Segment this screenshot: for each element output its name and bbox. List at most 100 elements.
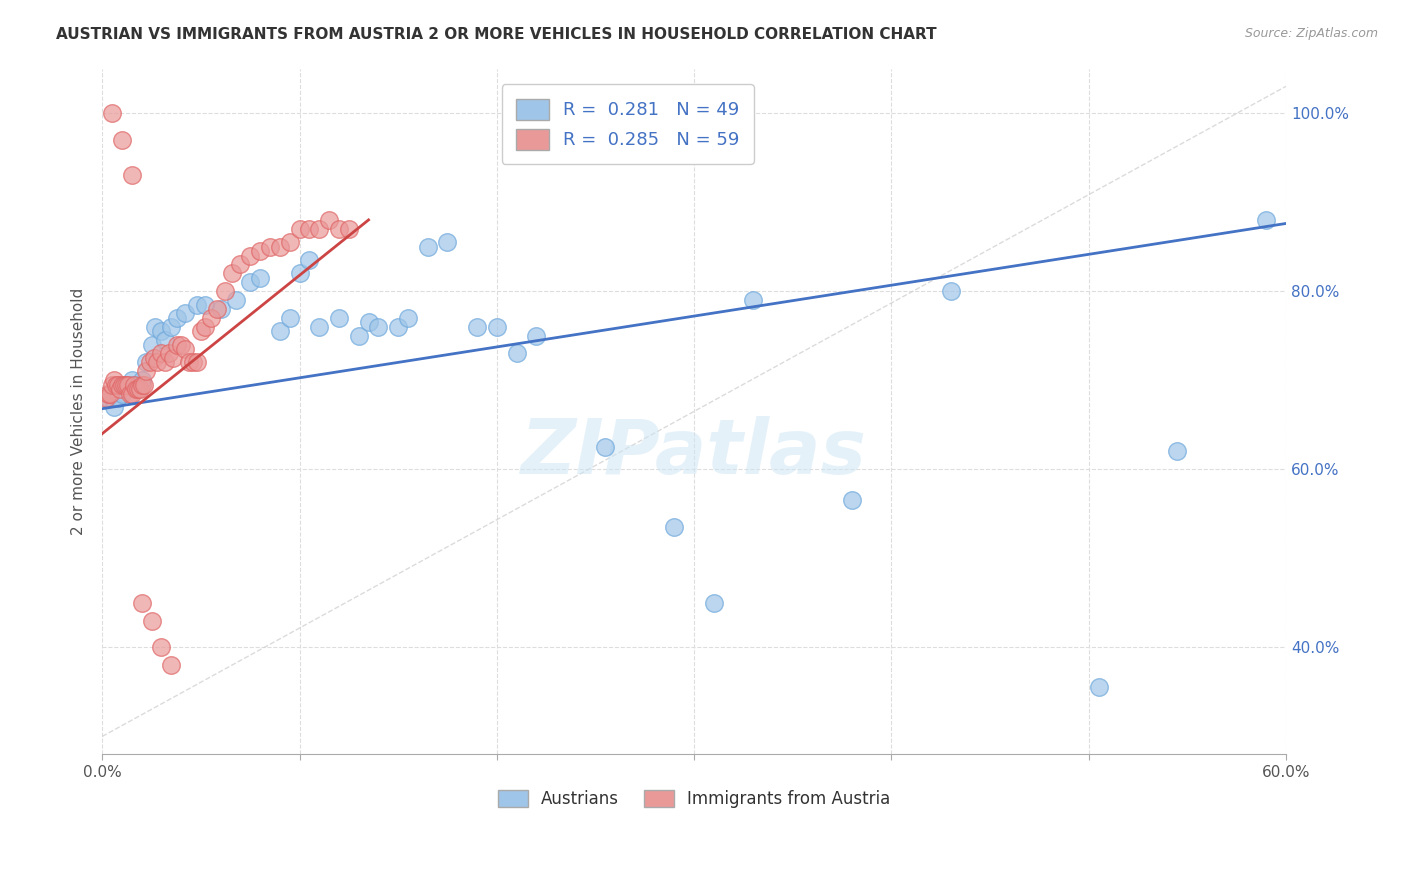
Point [205, 301, 228, 316]
Point [125, 382, 148, 396]
Point [664, 520, 686, 534]
Point [162, 351, 184, 365]
Point [1166, 444, 1188, 458]
Point [249, 270, 271, 285]
Point [107, 377, 129, 392]
Point [221, 266, 243, 280]
Point [186, 355, 208, 369]
Point [357, 315, 380, 329]
Point [278, 235, 301, 249]
Point [101, 377, 124, 392]
Text: Source: ZipAtlas.com: Source: ZipAtlas.com [1244, 27, 1378, 40]
Point [96, 391, 118, 405]
Point [1256, 213, 1278, 227]
Point [141, 337, 163, 351]
Point [194, 319, 217, 334]
Point [505, 346, 527, 360]
Point [132, 377, 155, 392]
Point [387, 319, 409, 334]
Point [703, 596, 725, 610]
Y-axis label: 2 or more Vehicles in Household: 2 or more Vehicles in Household [72, 288, 86, 535]
Point [367, 319, 389, 334]
Text: ZIPatlas: ZIPatlas [522, 416, 868, 490]
Point [97, 391, 120, 405]
Point [122, 377, 145, 392]
Point [229, 257, 252, 271]
Point [112, 377, 135, 392]
Point [166, 337, 188, 351]
Point [105, 377, 128, 392]
Point [1087, 681, 1109, 695]
Point [742, 293, 765, 307]
Point [524, 328, 547, 343]
Point [177, 355, 200, 369]
Point [117, 377, 139, 392]
Point [98, 386, 121, 401]
Point [111, 386, 134, 401]
Point [117, 377, 139, 392]
Point [465, 319, 488, 334]
Point [337, 222, 360, 236]
Point [194, 297, 217, 311]
Point [239, 275, 262, 289]
Point [115, 377, 138, 392]
Point [160, 658, 183, 673]
Point [150, 640, 173, 655]
Point [298, 252, 321, 267]
Point [127, 377, 149, 392]
Point [308, 319, 330, 334]
Point [131, 596, 153, 610]
Point [239, 248, 262, 262]
Point [416, 239, 439, 253]
Point [209, 301, 232, 316]
Point [155, 333, 177, 347]
Point [141, 614, 163, 628]
Point [347, 328, 370, 343]
Point [318, 213, 340, 227]
Point [269, 324, 291, 338]
Point [138, 355, 160, 369]
Point [485, 319, 508, 334]
Point [150, 324, 173, 338]
Point [135, 364, 157, 378]
Point [118, 386, 141, 401]
Point [166, 310, 188, 325]
Point [107, 391, 129, 405]
Point [142, 351, 165, 365]
Point [259, 239, 281, 253]
Point [111, 133, 134, 147]
Point [150, 346, 173, 360]
Point [269, 239, 291, 253]
Point [288, 266, 311, 280]
Point [595, 440, 617, 454]
Point [200, 310, 222, 325]
Point [146, 355, 169, 369]
Point [121, 373, 143, 387]
Point [122, 377, 145, 392]
Text: AUSTRIAN VS IMMIGRANTS FROM AUSTRIA 2 OR MORE VEHICLES IN HOUSEHOLD CORRELATION : AUSTRIAN VS IMMIGRANTS FROM AUSTRIA 2 OR… [56, 27, 936, 42]
Point [298, 222, 321, 236]
Point [103, 400, 125, 414]
Point [170, 337, 193, 351]
Point [108, 382, 131, 396]
Point [131, 373, 153, 387]
Point [121, 169, 143, 183]
Point [155, 355, 177, 369]
Point [181, 355, 204, 369]
Point [249, 244, 271, 258]
Point [101, 106, 124, 120]
Point [103, 373, 125, 387]
Point [288, 222, 311, 236]
Point [97, 386, 120, 401]
Point [190, 324, 212, 338]
Point [121, 386, 143, 401]
Point [225, 293, 247, 307]
Point [214, 284, 236, 298]
Point [111, 377, 134, 392]
Point [841, 493, 863, 508]
Point [135, 355, 157, 369]
Point [174, 306, 197, 320]
Point [131, 377, 153, 392]
Point [160, 319, 183, 334]
Point [328, 222, 350, 236]
